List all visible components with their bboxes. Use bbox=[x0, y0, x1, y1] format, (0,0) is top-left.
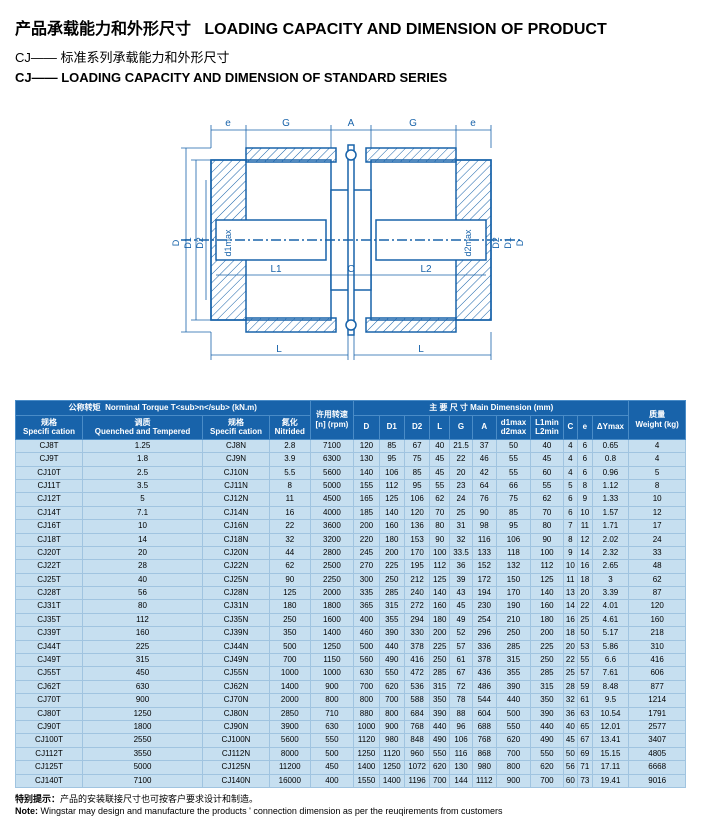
subtitle-en: CJ—— LOADING CAPACITY AND DIMENSION OF S… bbox=[15, 70, 686, 85]
svg-text:D1: D1 bbox=[503, 237, 513, 249]
table-row: CJ11T3.5CJ11N85000155112955523646655581.… bbox=[16, 479, 686, 492]
svg-text:L: L bbox=[418, 344, 424, 355]
svg-text:D: D bbox=[515, 239, 525, 246]
svg-text:L: L bbox=[276, 344, 282, 355]
svg-text:G: G bbox=[409, 118, 417, 129]
svg-text:C: C bbox=[347, 264, 354, 275]
svg-text:d2max: d2max bbox=[463, 229, 473, 257]
table-row: CJ12T5CJ12N1145001651251066224767562691.… bbox=[16, 493, 686, 506]
table-row: CJ28T56CJ28N1252000335285240140431941701… bbox=[16, 587, 686, 600]
table-row: CJ16T10CJ16N2236002001601368031989580711… bbox=[16, 520, 686, 533]
svg-text:D: D bbox=[171, 239, 181, 246]
table-row: CJ70T900CJ70N200080080070058835078544440… bbox=[16, 694, 686, 707]
main-title: 产品承载能力和外形尺寸 LOADING CAPACITY AND DIMENSI… bbox=[15, 15, 686, 39]
table-row: CJ49T315CJ49N700115056049041625061378315… bbox=[16, 654, 686, 667]
table-row: CJ25T40CJ25N9022503002502121253917215012… bbox=[16, 573, 686, 586]
svg-text:L1: L1 bbox=[270, 264, 282, 275]
table-row: CJ44T225CJ44N500125050044037822557336285… bbox=[16, 640, 686, 653]
svg-text:D2: D2 bbox=[491, 237, 501, 249]
table-row: CJ125T5000CJ125N112004501400125010726201… bbox=[16, 761, 686, 774]
spec-table: 公称转矩 Norminal Torque T<sub>n</sub> (kN.m… bbox=[15, 400, 686, 788]
svg-text:d1max: d1max bbox=[223, 229, 233, 257]
svg-text:e: e bbox=[225, 118, 231, 129]
table-row: CJ14T7.1CJ14N164000185140120702590857061… bbox=[16, 506, 686, 519]
svg-text:G: G bbox=[282, 118, 290, 129]
svg-text:D1: D1 bbox=[183, 237, 193, 249]
subtitle-cn: CJ—— 标准系列承载能力和外形尺寸 bbox=[15, 47, 686, 66]
footnote: 特别提示：产品的安装联接尺寸也可按客户要求设计和制造。 Note: Wingst… bbox=[15, 794, 686, 817]
table-row: CJ55T450CJ55N100010006305504722856743635… bbox=[16, 667, 686, 680]
table-row: CJ8T1.25CJ8N2.8710012085674021.537504046… bbox=[16, 439, 686, 452]
table-row: CJ90T1800CJ90N39006301000900768440966885… bbox=[16, 720, 686, 733]
table-row: CJ20T20CJ20N44280024520017010033.5133118… bbox=[16, 546, 686, 559]
table-row: CJ80T1250CJ80N28507108808006843908860450… bbox=[16, 707, 686, 720]
table-row: CJ62T630CJ62N140090070062053631572486390… bbox=[16, 680, 686, 693]
svg-text:D2: D2 bbox=[195, 237, 205, 249]
table-row: CJ22T28CJ22N6225002702251951123615213211… bbox=[16, 560, 686, 573]
table-row: CJ39T160CJ39N350140046039033020052296250… bbox=[16, 627, 686, 640]
tech-diagram: e G A G e D D1 D2 d1max d2max D2 D1 D L1… bbox=[15, 100, 686, 385]
table-row: CJ18T14CJ18N3232002201801539032116106908… bbox=[16, 533, 686, 546]
svg-text:A: A bbox=[347, 118, 354, 129]
svg-text:L2: L2 bbox=[420, 264, 432, 275]
table-row: CJ100T2550CJ100N560055011209808484901067… bbox=[16, 734, 686, 747]
table-row: CJ35T112CJ35N250160040035529418049254210… bbox=[16, 613, 686, 626]
table-row: CJ9T1.8CJ9N3.9630013095754522465545460.8… bbox=[16, 453, 686, 466]
svg-text:e: e bbox=[470, 118, 476, 129]
table-row: CJ31T80CJ31N1801800365315272160452301901… bbox=[16, 600, 686, 613]
table-row: CJ140T7100CJ140N160004001550140011967001… bbox=[16, 774, 686, 787]
table-row: CJ112T3550CJ112N800050012501120960550116… bbox=[16, 747, 686, 760]
table-row: CJ10T2.5CJ10N5.5560014010685452042556046… bbox=[16, 466, 686, 479]
